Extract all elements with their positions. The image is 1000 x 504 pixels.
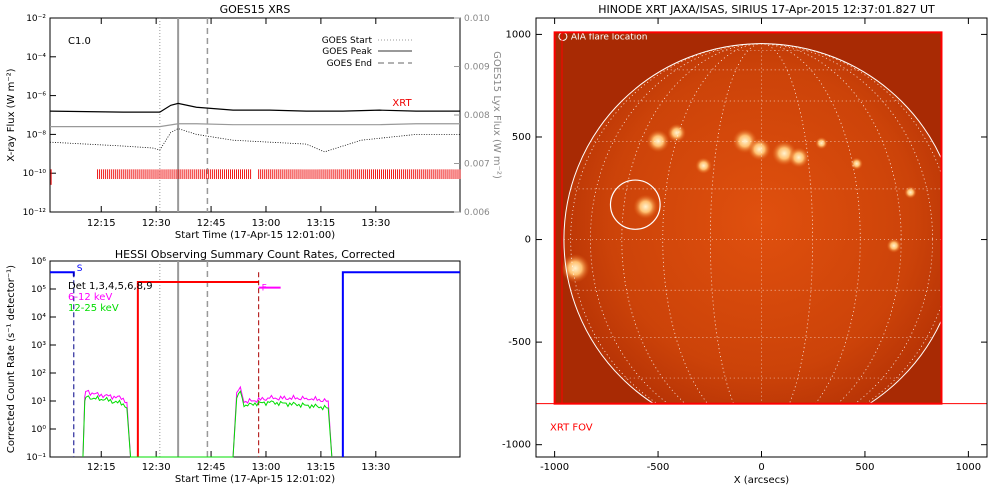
- goes-legend-label: GOES Start: [322, 36, 373, 46]
- hessi-plot-frame: [49, 260, 461, 458]
- goes-series-0: [49, 102, 460, 113]
- xrt-y-tick-label: -500: [508, 337, 531, 348]
- xrt-aia-label: AIA flare location: [571, 32, 648, 42]
- xrt-solar-disk: [563, 43, 942, 404]
- xrt-active-region: [788, 147, 810, 168]
- hessi-y-tick-label: 10³: [31, 341, 46, 351]
- hessi-flag-label: F: [262, 284, 267, 294]
- hessi-legend-label: 12-25 keV: [68, 303, 119, 314]
- goes-y-right-tick-label: 0.010: [464, 14, 490, 24]
- hessi-blue-segment-1: [341, 271, 460, 457]
- xrt-y-tick-label: 1000: [506, 29, 531, 40]
- hessi-y-tick-label: 10⁻¹: [26, 453, 46, 463]
- hessi-flag-label: S: [77, 264, 83, 274]
- goes-y-right-tick-label: 0.009: [464, 63, 490, 73]
- xrt-active-region: [886, 238, 902, 253]
- goes-class-label: C1.0: [68, 36, 91, 47]
- goes-y-right-tick-label: 0.008: [464, 111, 490, 121]
- hessi-x-tick-label: 13:00: [252, 462, 281, 473]
- goes-x-tick-label: 13:30: [361, 218, 390, 229]
- xrt-active-region: [633, 194, 659, 220]
- hessi-x-tick-label: 12:30: [142, 462, 171, 473]
- goes-xrt-coverage-1: [258, 169, 461, 180]
- xrt-y-tick-label: -1000: [502, 440, 531, 451]
- goes-y-right-tick-label: 0.006: [464, 208, 490, 218]
- hessi-series-1: [82, 390, 333, 458]
- goes-plot-frame: [49, 17, 461, 213]
- hessi-legend-label: 6-12 keV: [68, 292, 112, 303]
- goes-y-tick-label: 10⁻⁶: [26, 92, 46, 102]
- hessi-red-segment: [136, 281, 259, 457]
- hessi-x-tick-label: 13:15: [306, 462, 335, 473]
- hessi-ylabel: Corrected Count Rate (s⁻¹ detector⁻¹): [6, 265, 17, 453]
- goes-y-tick-label: 10⁻²: [26, 14, 46, 24]
- goes-y-tick-label: 10⁻⁸: [26, 130, 46, 140]
- hessi-y-tick-label: 10¹: [31, 397, 46, 407]
- xrt-fov-label: XRT FOV: [550, 422, 593, 433]
- hessi-xlabel: Start Time (17-Apr-15 12:01:02): [175, 474, 335, 485]
- xrt-x-tick-label: 0: [758, 462, 764, 473]
- xrt-title: HINODE XRT JAXA/ISAS, SIRIUS 17-Apr-2015…: [598, 3, 935, 16]
- xrt-flare-circle: [609, 179, 661, 230]
- goes-x-tick-label: 13:00: [252, 218, 281, 229]
- xrt-x-tick-label: -500: [647, 462, 670, 473]
- hessi-x-tick-label: 12:15: [87, 462, 116, 473]
- hessi-y-tick-label: 10²: [31, 369, 46, 379]
- xrt-solar-limb: [563, 43, 960, 436]
- xrt-image: [554, 32, 942, 404]
- xrt-grid-longitude: [590, 43, 933, 404]
- goes-x-tick-label: 13:15: [306, 218, 335, 229]
- goes-y-tick-label: 10⁻⁴: [26, 53, 46, 63]
- xrt-active-region: [646, 129, 670, 153]
- goes-y-tick-label: 10⁻¹⁰: [23, 169, 47, 179]
- hessi-blue-segment-0: [50, 271, 75, 277]
- goes-xrt-label: XRT: [392, 98, 412, 109]
- goes-series-1: [50, 123, 460, 128]
- xrt-x-tick-label: 1000: [956, 462, 981, 473]
- xrt-x-tick-label: -1000: [540, 462, 569, 473]
- goes-title: GOES15 XRS: [220, 3, 291, 16]
- goes-x-tick-label: 12:45: [197, 218, 226, 229]
- hessi-y-tick-label: 10⁶: [31, 257, 46, 267]
- hessi-legend-label: Det 1,3,4,5,6,8,9: [68, 281, 153, 292]
- xrt-xlabel: X (arcsecs): [734, 475, 790, 486]
- xrt-active-region: [815, 136, 828, 150]
- hessi-y-tick-label: 10⁴: [31, 313, 46, 323]
- xrt-y-tick-label: 500: [512, 132, 531, 143]
- goes-xrt-coverage-0: [97, 169, 252, 180]
- goes-y-right-tick-label: 0.007: [464, 160, 490, 170]
- xrt-x-tick-label: 500: [855, 462, 874, 473]
- xrt-active-region: [850, 157, 863, 170]
- xrt-active-region: [560, 253, 590, 283]
- xrt-active-region: [667, 123, 686, 143]
- hessi-x-tick-label: 13:30: [361, 462, 390, 473]
- goes-x-tick-label: 12:30: [142, 218, 171, 229]
- xrt-active-region: [695, 157, 712, 174]
- goes-ylabel-right: GOES15 Lyx Flux (W m⁻²): [491, 51, 502, 179]
- goes-x-tick-label: 12:15: [87, 218, 116, 229]
- xrt-active-region: [748, 138, 771, 161]
- goes-series-2: [49, 128, 460, 153]
- xrt-active-region: [904, 186, 917, 199]
- hessi-y-tick-label: 10⁰: [31, 425, 46, 435]
- hessi-title: HESSI Observing Summary Count Rates, Cor…: [115, 248, 395, 261]
- xrt-y-tick-label: 0: [525, 235, 531, 246]
- hessi-series-0: [82, 385, 333, 458]
- goes-legend-label: GOES Peak: [322, 47, 372, 57]
- goes-y-tick-label: 10⁻¹²: [23, 208, 47, 218]
- hessi-x-tick-label: 12:45: [197, 462, 226, 473]
- goes-xlabel: Start Time (17-Apr-15 12:01:00): [175, 230, 335, 241]
- goes-ylabel: X-ray Flux (W m⁻²): [6, 68, 17, 161]
- goes-legend-label: GOES End: [327, 59, 372, 69]
- hessi-y-tick-label: 10⁵: [31, 285, 46, 295]
